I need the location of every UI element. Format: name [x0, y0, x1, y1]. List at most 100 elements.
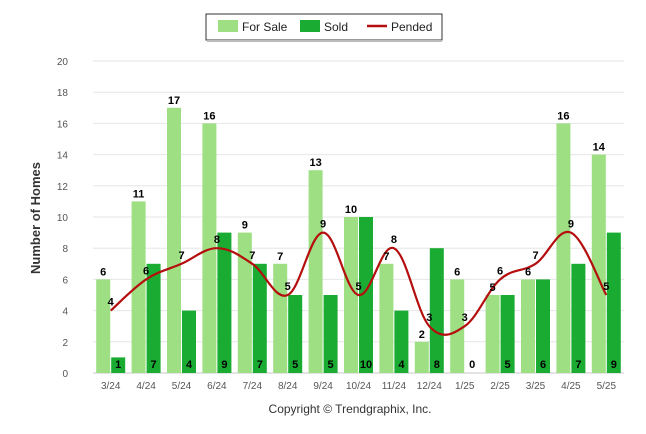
bar-for-sale-5-24: [167, 107, 181, 374]
label-for-sale-11-24: 7: [383, 251, 389, 263]
bar-for-sale-2-25: [485, 295, 500, 373]
label-pended-10-24: 5: [355, 281, 361, 293]
bar-sold-3-25: [536, 279, 550, 373]
x-tick-label-4-25: 4/25: [561, 381, 581, 392]
legend: For Sale Sold Pended: [205, 13, 443, 42]
x-tick-label-6-24: 6/24: [207, 381, 227, 392]
bar-for-sale-4-25: [556, 123, 571, 374]
bar-for-sale-3-25: [521, 279, 535, 373]
label-for-sale-10-24: 10: [345, 204, 357, 216]
bar-for-sale-1-25: [450, 279, 465, 373]
legend-label-sold: Sold: [324, 20, 348, 34]
y-tick-label-8: 8: [62, 244, 68, 255]
bar-sold-2-25: [500, 295, 515, 373]
y-tick-label-0: 0: [62, 369, 68, 380]
label-sold-5-24: 4: [186, 359, 193, 371]
x-tick-label-3-25: 3/25: [526, 381, 546, 392]
legend-swatch-for-sale: [218, 20, 238, 32]
bar-for-sale-5-25: [591, 154, 606, 373]
y-axis: 0 2 4 6 8 10 12 14 16 18 20: [57, 57, 69, 380]
label-for-sale-7-24: 9: [242, 220, 248, 232]
label-sold-4-24: 7: [151, 359, 157, 371]
y-tick-label-16: 16: [57, 119, 69, 130]
line-pended: [109, 230, 608, 336]
label-for-sale-3-25: 6: [525, 266, 531, 278]
gridlines: [93, 60, 624, 374]
label-pended-12-24: 3: [426, 312, 432, 324]
bar-for-sale-11-24: [379, 263, 394, 373]
bar-sold-12-24: [429, 248, 444, 373]
label-sold-9-24: 5: [328, 359, 334, 371]
bar-for-sale-12-24: [414, 341, 429, 373]
label-pended-3-25: 7: [532, 250, 538, 262]
bar-sold-5-25: [606, 232, 621, 373]
label-for-sale-3-24: 6: [100, 266, 106, 278]
bar-for-sale-4-24: [131, 201, 146, 373]
label-for-sale-12-24: 2: [419, 329, 425, 341]
bar-for-sale-3-24: [96, 279, 111, 373]
x-tick-label-1-25: 1/25: [455, 381, 475, 392]
bar-for-sale-9-24: [308, 170, 323, 373]
label-sold-2-25: 5: [505, 359, 511, 371]
bar-sold-11-24: [394, 310, 409, 373]
y-tick-label-14: 14: [57, 151, 69, 162]
label-sold-10-24: 10: [360, 359, 372, 371]
label-sold-5-25: 9: [611, 359, 617, 371]
x-tick-label-5-25: 5/25: [597, 381, 617, 392]
label-pended-11-24: 8: [391, 234, 397, 246]
label-sold-7-24: 7: [257, 359, 263, 371]
label-sold-8-24: 5: [292, 359, 298, 371]
y-tick-label-18: 18: [57, 88, 69, 99]
x-tick-label-12-24: 12/24: [417, 381, 442, 392]
bar-sold-4-24: [146, 263, 161, 373]
bar-sold-10-24: [359, 217, 373, 373]
label-for-sale-8-24: 7: [277, 251, 283, 263]
bar-sold-5-24: [182, 310, 196, 373]
legend-swatch-sold: [300, 20, 320, 32]
legend-label-pended: Pended: [391, 20, 432, 34]
bar-for-sale-7-24: [237, 232, 252, 373]
bar-sold-9-24: [323, 295, 338, 373]
label-pended-8-24: 5: [285, 281, 291, 293]
label-sold-12-24: 8: [434, 359, 440, 371]
label-for-sale-5-25: 14: [593, 142, 606, 154]
label-pended-3-24: 4: [108, 297, 115, 309]
x-tick-label-10-24: 10/24: [346, 381, 371, 392]
label-for-sale-4-24: 11: [133, 188, 145, 200]
label-sold-1-25: 0: [469, 359, 475, 371]
label-sold-3-25: 6: [540, 359, 546, 371]
label-pended-1-25: 3: [462, 312, 468, 324]
x-tick-label-9-24: 9/24: [313, 381, 333, 392]
label-for-sale-4-25: 16: [557, 110, 569, 122]
label-pended-5-25: 5: [603, 281, 609, 293]
legend-box: [205, 13, 443, 41]
label-for-sale-6-24: 16: [203, 110, 215, 122]
x-tick-label-4-24: 4/24: [136, 381, 156, 392]
legend-label-for-sale: For Sale: [242, 20, 288, 34]
label-sold-11-24: 4: [398, 359, 405, 371]
label-pended-2-25: 6: [497, 265, 503, 277]
label-pended-4-24: 6: [143, 265, 149, 277]
label-sold-4-25: 7: [575, 359, 581, 371]
x-tick-label-3-24: 3/24: [101, 381, 121, 392]
y-tick-label-2: 2: [62, 338, 68, 349]
y-tick-label-4: 4: [62, 307, 68, 318]
label-pended-7-24: 7: [249, 250, 255, 262]
copyright-text: Copyright © Trendgraphix, Inc.: [269, 402, 432, 416]
bar-sold-8-24: [288, 295, 303, 373]
y-axis-title: Number of Homes: [28, 162, 43, 274]
bar-for-sale-10-24: [344, 217, 358, 373]
bar-sold-6-24: [217, 232, 232, 373]
y-tick-label-10: 10: [57, 213, 69, 224]
label-sold-6-24: 9: [221, 359, 227, 371]
y-tick-label-6: 6: [62, 275, 68, 286]
x-axis: 3/24 4/24 5/24 6/24 7/24 8/24 9/24 10/24 11/24 12…: [101, 381, 617, 392]
x-tick-label-7-24: 7/24: [243, 381, 263, 392]
y-tick-label-12: 12: [57, 182, 69, 193]
label-pended-5-24: 7: [178, 250, 184, 262]
bar-sold-4-25: [571, 263, 586, 373]
label-for-sale-5-24: 17: [168, 95, 180, 107]
x-tick-label-5-24: 5/24: [172, 381, 192, 392]
